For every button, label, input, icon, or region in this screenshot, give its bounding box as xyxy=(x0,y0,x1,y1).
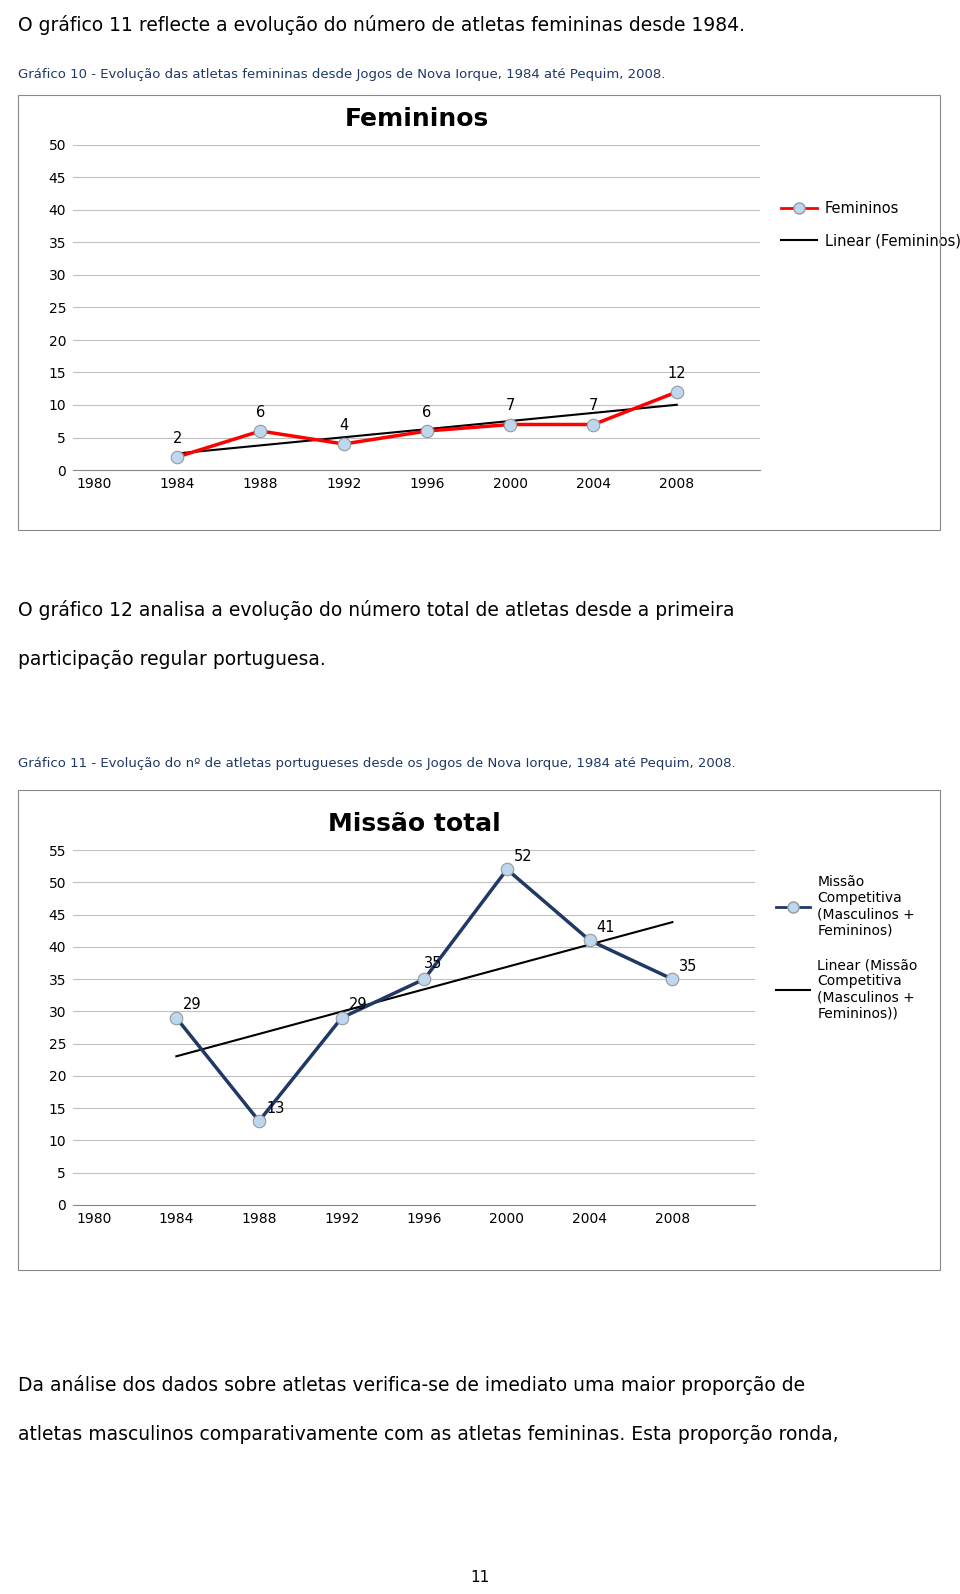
Text: O gráfico 11 reflecte a evolução do número de atletas femininas desde 1984.: O gráfico 11 reflecte a evolução do núme… xyxy=(18,14,745,35)
Text: 7: 7 xyxy=(506,398,515,413)
Text: atletas masculinos comparativamente com as atletas femininas. Esta proporção ron: atletas masculinos comparativamente com … xyxy=(18,1425,839,1444)
Text: 41: 41 xyxy=(596,920,615,934)
Text: 35: 35 xyxy=(424,956,443,971)
Legend: Missão
Competitiva
(Masculinos +
Femininos), Linear (Missão
Competitiva
(Masculi: Missão Competitiva (Masculinos + Feminin… xyxy=(776,875,918,1020)
Text: 4: 4 xyxy=(339,418,348,434)
Text: 7: 7 xyxy=(588,398,598,413)
Text: 12: 12 xyxy=(667,367,686,381)
Text: 29: 29 xyxy=(183,998,202,1012)
Text: 29: 29 xyxy=(348,998,368,1012)
Legend: Femininos, Linear (Femininos): Femininos, Linear (Femininos) xyxy=(781,201,960,249)
Text: participação regular portuguesa.: participação regular portuguesa. xyxy=(18,650,325,669)
Title: Missão total: Missão total xyxy=(327,811,500,835)
Text: 6: 6 xyxy=(255,405,265,419)
Text: 6: 6 xyxy=(422,405,432,419)
Text: 11: 11 xyxy=(470,1570,490,1584)
Text: Gráfico 10 - Evolução das atletas femininas desde Jogos de Nova Iorque, 1984 até: Gráfico 10 - Evolução das atletas femini… xyxy=(18,69,665,81)
Text: 13: 13 xyxy=(266,1100,284,1116)
Text: 52: 52 xyxy=(514,850,533,864)
Text: 2: 2 xyxy=(173,430,181,446)
Text: O gráfico 12 analisa a evolução do número total de atletas desde a primeira: O gráfico 12 analisa a evolução do númer… xyxy=(18,599,734,620)
Text: Da análise dos dados sobre atletas verifica-se de imediato uma maior proporção d: Da análise dos dados sobre atletas verif… xyxy=(18,1376,805,1395)
Title: Femininos: Femininos xyxy=(345,107,489,131)
Text: Gráfico 11 - Evolução do nº de atletas portugueses desde os Jogos de Nova Iorque: Gráfico 11 - Evolução do nº de atletas p… xyxy=(18,757,735,770)
Text: 35: 35 xyxy=(680,958,698,974)
